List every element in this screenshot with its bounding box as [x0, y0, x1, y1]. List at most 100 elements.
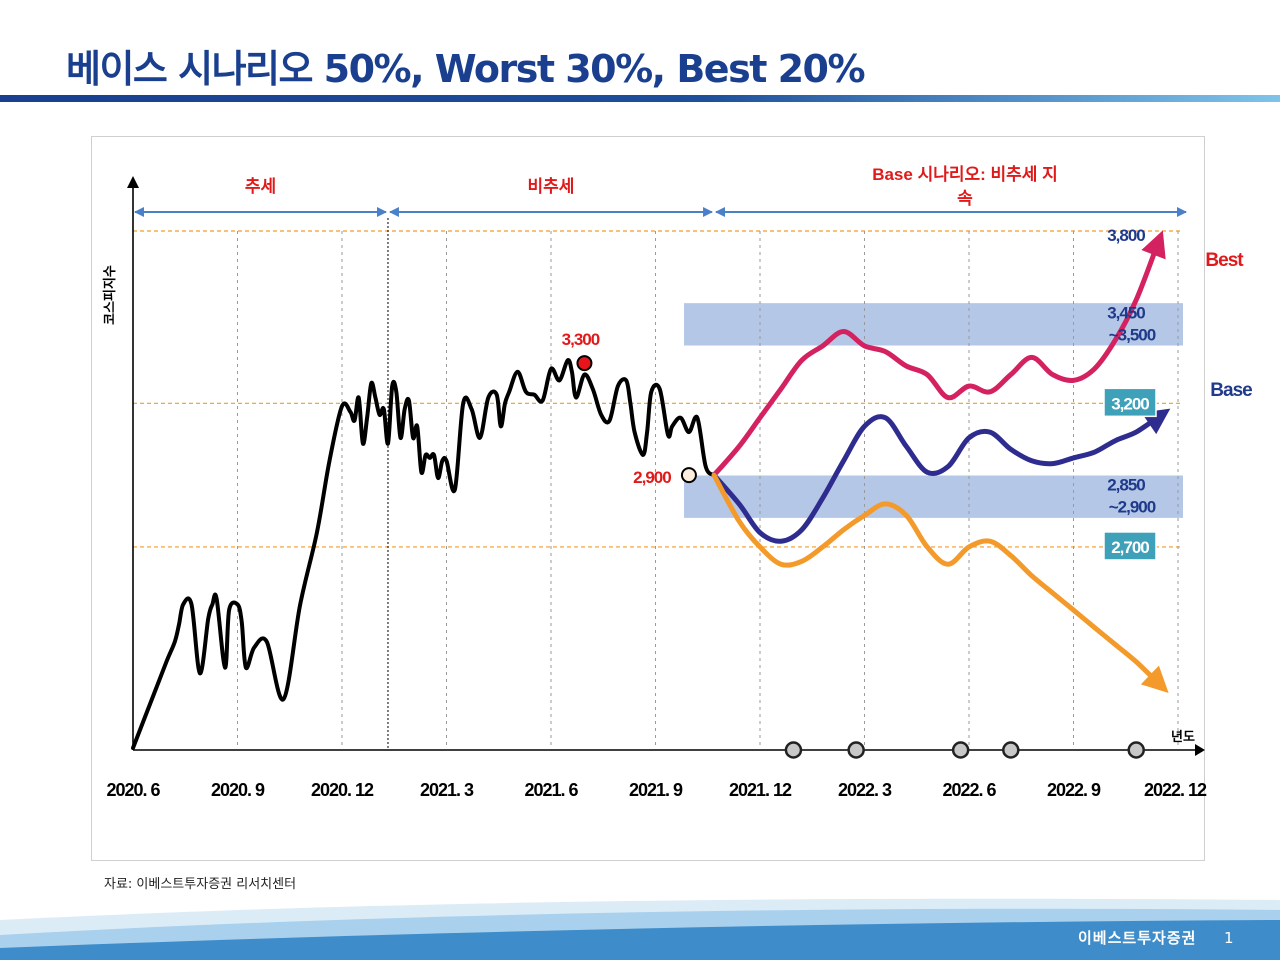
source-note: 자료: 이베스트투자증권 리서치센터 [104, 877, 297, 892]
series-kospi-point [697, 417, 698, 418]
timeline-event-marker [847, 741, 865, 759]
series-worst-point [906, 515, 907, 516]
series-base-point [739, 503, 740, 504]
series-kospi-point [442, 460, 443, 461]
x-tick-label: 2020. 6 [106, 780, 160, 800]
series-kospi-point [379, 414, 380, 415]
series-kospi-point [429, 457, 430, 458]
series-kospi-point [496, 394, 497, 395]
series-kospi-point [688, 432, 689, 433]
series-kospi-point [651, 391, 652, 392]
series-kospi-point [471, 409, 472, 410]
series-base-point [885, 417, 886, 418]
series-worst-point [801, 561, 802, 562]
series-worst-point [969, 546, 970, 547]
trough-label: 2,900 [633, 468, 671, 487]
series-kospi-point [404, 409, 405, 410]
scenario-band [684, 475, 1183, 518]
series-kospi-point [680, 417, 681, 418]
series-kospi-point [149, 704, 150, 705]
series-worst-point [864, 515, 865, 516]
series-base-line [711, 414, 1160, 544]
series-worst-line [711, 472, 1160, 685]
series-kospi-point [191, 604, 192, 605]
level-tag-label: 3,200 [1111, 394, 1149, 413]
series-best-point [948, 397, 949, 398]
level-label: 3,800 [1107, 226, 1145, 245]
series-best-arrowhead [1141, 230, 1166, 260]
series-kospi-point [166, 661, 167, 662]
series-kospi-point [254, 647, 255, 648]
series-best-point [1136, 299, 1137, 300]
x-tick-label: 2021. 6 [524, 780, 578, 800]
series-kospi-point [342, 406, 343, 407]
series-worst-point [927, 546, 928, 547]
series-kospi-point [229, 610, 230, 611]
x-axis-arrowhead [1195, 744, 1205, 756]
series-kospi-point [454, 489, 455, 490]
series-kospi-point [421, 472, 422, 473]
series-kospi-point [354, 420, 355, 421]
series-kospi-point [659, 388, 660, 389]
series-worst-point [1052, 592, 1053, 593]
best-label: Best [1205, 250, 1244, 271]
x-tick-label: 2022. 6 [942, 780, 996, 800]
series-kospi-point [559, 380, 560, 381]
band-label: 2,850 [1107, 476, 1145, 495]
series-base-point [948, 466, 949, 467]
series-kospi-point [208, 618, 209, 619]
band-label-line2: ~2,900 [1109, 498, 1156, 517]
series-kospi-point [525, 391, 526, 392]
series-best-point [927, 374, 928, 375]
series-base-point [1073, 457, 1074, 458]
series-best-point [1031, 357, 1032, 358]
series-kospi-point [417, 426, 418, 427]
x-tick-label: 2020. 12 [311, 780, 374, 800]
series-kospi-point [542, 400, 543, 401]
series-worst-point [739, 521, 740, 522]
series-kospi-point [245, 667, 246, 668]
series-base-point [906, 446, 907, 447]
x-tick-label: 2022. 12 [1144, 780, 1207, 800]
series-kospi-point [300, 604, 301, 605]
series-worst-point [1136, 661, 1137, 662]
series-kospi-point [413, 437, 414, 438]
series-kospi-point [630, 403, 631, 404]
footer-wave [0, 898, 1280, 960]
period-label-line2: 속 [957, 189, 973, 208]
level-tag-label: 2,700 [1111, 538, 1149, 557]
series-kospi-point [609, 420, 610, 421]
company-logo-text: 이베스트투자증권 [1078, 929, 1197, 947]
series-best-line [711, 242, 1160, 478]
series-kospi-point [534, 394, 535, 395]
series-kospi-point [283, 699, 284, 700]
series-kospi-point [362, 443, 363, 444]
trough-marker [680, 467, 697, 484]
level-tag-box [1103, 531, 1157, 561]
series-kospi-point [446, 460, 447, 461]
series-worst-point [1010, 555, 1011, 556]
series-worst-point [885, 503, 886, 504]
series-kospi-point [266, 641, 267, 642]
series-kospi-point [216, 598, 217, 599]
series-kospi-point [571, 371, 572, 372]
series-base-point [1136, 432, 1137, 433]
series-best-point [760, 417, 761, 418]
series-worst-point [822, 546, 823, 547]
title-underline-bar [0, 95, 1280, 102]
series-kospi-point [642, 455, 643, 456]
series-best-point [822, 345, 823, 346]
y-axis-arrowhead [127, 176, 139, 188]
series-kospi-point [463, 403, 464, 404]
series-worst-point [714, 475, 715, 476]
series-kospi-point [316, 532, 317, 533]
series-kospi-point [617, 386, 618, 387]
series-kospi-point [178, 624, 179, 625]
y-axis-label: 코스피지수 [102, 265, 117, 325]
x-tick-label: 2021. 9 [629, 780, 683, 800]
period-label: 추세 [245, 177, 276, 196]
series-kospi-point [383, 409, 384, 410]
series-worst-point [948, 564, 949, 565]
series-base-point [1115, 440, 1116, 441]
series-kospi-line [131, 358, 716, 750]
